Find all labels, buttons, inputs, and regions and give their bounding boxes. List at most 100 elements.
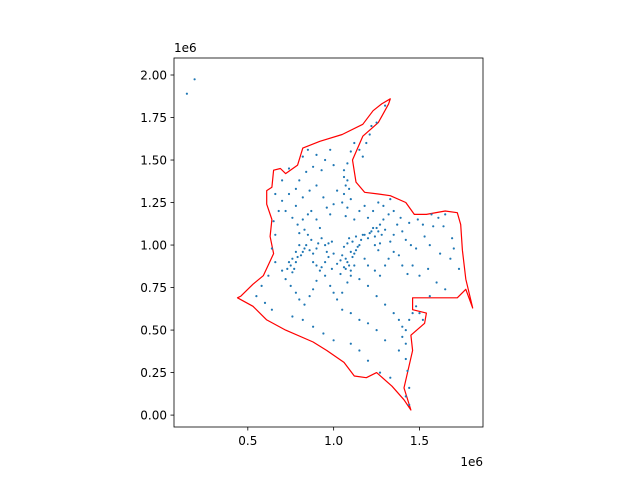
data-point (263, 301, 267, 304)
data-point (444, 213, 447, 216)
data-point (298, 179, 301, 182)
data-point (366, 284, 370, 287)
data-point (439, 252, 442, 255)
data-point (392, 312, 395, 315)
data-point (387, 257, 390, 260)
data-point (360, 238, 363, 241)
data-point (428, 244, 431, 247)
data-point (377, 230, 380, 233)
data-point (366, 237, 370, 240)
data-point (375, 329, 378, 332)
data-point (363, 233, 366, 236)
data-point (312, 261, 315, 264)
data-point (373, 235, 376, 238)
y-tick-label: 0.25 (140, 366, 167, 380)
data-point (389, 376, 392, 379)
y-tick-label: 0.00 (140, 409, 167, 423)
data-point (332, 291, 335, 294)
data-point (366, 322, 370, 325)
data-point (267, 274, 270, 277)
data-point (366, 216, 370, 219)
data-point (341, 201, 344, 204)
data-point (397, 349, 400, 352)
data-point (392, 250, 395, 253)
data-point (306, 213, 309, 216)
data-point (315, 279, 318, 282)
data-point (418, 312, 421, 315)
data-point (308, 249, 311, 252)
data-point (375, 121, 378, 124)
data-point (315, 153, 318, 156)
data-point (330, 267, 333, 270)
y-tick-label: 2.00 (140, 69, 167, 83)
data-point (270, 247, 273, 250)
data-point (274, 192, 277, 196)
data-point (274, 233, 277, 236)
data-point (289, 264, 292, 267)
data-point (185, 92, 188, 95)
data-point (346, 162, 349, 165)
data-point (255, 295, 258, 298)
data-point (411, 264, 414, 267)
data-point (291, 257, 294, 260)
data-point (401, 325, 404, 328)
data-point (415, 247, 418, 250)
data-point (397, 318, 400, 321)
data-point (358, 318, 361, 321)
data-point (348, 237, 351, 240)
y-tick-label: 0.75 (140, 281, 167, 295)
x-tick-label: 0.5 (238, 434, 257, 448)
data-point (286, 267, 289, 270)
data-point (325, 250, 328, 253)
data-point (342, 266, 346, 269)
data-point (346, 242, 349, 245)
data-point (430, 213, 433, 216)
x-tick-label: 1.5 (410, 434, 429, 448)
data-point (408, 318, 411, 321)
data-point (353, 218, 356, 221)
data-point (298, 244, 301, 247)
data-point (287, 167, 291, 170)
data-point (332, 203, 335, 206)
data-point (399, 216, 402, 219)
data-point (344, 215, 347, 218)
data-point (341, 254, 344, 257)
data-point (344, 257, 347, 260)
data-point (303, 228, 306, 231)
data-point (358, 148, 361, 151)
data-point (353, 141, 356, 145)
data-point (193, 78, 196, 81)
data-point (281, 199, 284, 202)
y-tick-label: 1.50 (140, 154, 167, 168)
x-tick-label: 1.0 (324, 434, 343, 448)
data-point (336, 189, 339, 192)
data-point (377, 249, 380, 252)
data-point (411, 312, 414, 315)
data-point (312, 325, 315, 328)
data-point (349, 274, 352, 277)
data-point (378, 242, 382, 245)
data-point (408, 386, 411, 389)
data-point (322, 196, 325, 199)
data-point (392, 233, 395, 236)
data-point (382, 218, 385, 221)
data-point (301, 218, 304, 221)
y-tick-label: 1.00 (140, 239, 167, 253)
data-point (382, 204, 385, 207)
data-point (301, 196, 304, 199)
data-point (327, 242, 330, 245)
data-point (274, 261, 277, 264)
data-point (287, 192, 291, 196)
data-point (342, 245, 346, 248)
data-point (305, 170, 308, 173)
data-point (294, 261, 297, 264)
data-point (296, 255, 299, 259)
data-point (406, 369, 409, 372)
data-point (449, 257, 452, 260)
data-point (384, 228, 387, 231)
data-point (308, 189, 311, 192)
data-point (373, 269, 376, 272)
x-axis-offset-label: 1e6 (460, 455, 483, 469)
data-point (281, 179, 284, 182)
data-point (358, 244, 361, 247)
